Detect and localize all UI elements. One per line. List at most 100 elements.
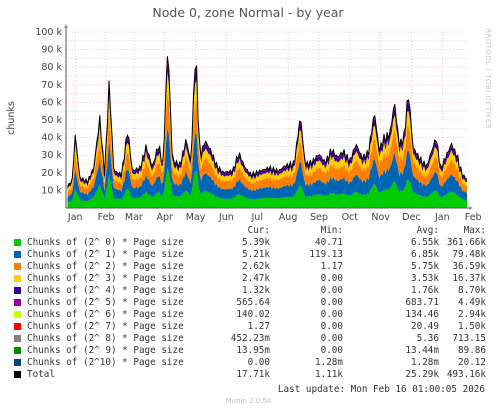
legend-series-name: Chunks of (2^ 8) * Page size [27, 333, 184, 344]
legend-max: 4.49k [458, 297, 486, 308]
legend-header-max: Max: [463, 225, 486, 236]
area-layer [67, 127, 467, 203]
axes [64, 24, 473, 210]
y-axis-label: chunks [6, 101, 17, 135]
legend-cur: 2.47k [242, 273, 270, 284]
legend-min: 0.00 [320, 309, 343, 320]
legend-max: 36.59k [452, 261, 486, 272]
y-tick-label: 20 k [41, 168, 62, 179]
x-tick-label: Dec [402, 212, 420, 223]
legend-row: Chunks of (2^ 1) * Page size 5.21k 119.13 6… [0, 249, 497, 261]
legend-swatch [14, 359, 21, 366]
y-tick-label: 60 k [41, 97, 62, 108]
area-layer [67, 168, 467, 208]
legend-row: Chunks of (2^ 0) * Page size 5.39k 40.71 6.… [0, 237, 497, 249]
legend-row: Chunks of (2^ 6) * Page size 140.02 0.00 13… [0, 309, 497, 321]
legend-swatch [14, 311, 21, 318]
legend-max: 16.37k [452, 273, 486, 284]
legend-min: 0.00 [320, 297, 343, 308]
legend-row: Chunks of (2^ 8) * Page size 452.23m 0.00 5… [0, 333, 497, 345]
y-tick-labels: 10 k 20 k 30 k 40 k 50 k 60 k 70 k 80 k 90 k 100 … [35, 27, 62, 196]
legend-row: Chunks of (2^ 7) * Page size 1.27 0.00 20.4… [0, 321, 497, 333]
legend-avg: 3.53k [411, 273, 439, 284]
legend-series-name: Chunks of (2^ 3) * Page size [27, 273, 184, 284]
legend-avg: 1.28m [411, 357, 439, 368]
legend-min: 119.13 [309, 249, 343, 260]
legend-series-name: Chunks of (2^ 0) * Page size [27, 237, 184, 248]
last-update: Last update: Mon Feb 16 01:00:05 2026 [277, 384, 485, 395]
legend-series-name: Chunks of (2^ 5) * Page size [27, 297, 184, 308]
x-tick-label: Jan [67, 212, 83, 223]
legend-header-min: Min: [320, 225, 343, 236]
x-tick-label: Jul [251, 212, 263, 223]
x-tick-label: Mar [125, 212, 143, 223]
x-tick-label: Feb [465, 212, 482, 223]
munin-version: Munin 2.0.54 [225, 397, 272, 405]
x-tick-label: Sep [310, 212, 328, 223]
y-tick-label: 50 k [41, 115, 62, 126]
legend-row: Chunks of (2^ 2) * Page size 2.62k 1.17 5.7… [0, 261, 497, 273]
legend-max: 8.70k [458, 285, 486, 296]
legend-series-name: Chunks of (2^10) * Page size [27, 357, 184, 368]
y-tick-label: 100 k [35, 27, 62, 38]
y-tick-label: 70 k [41, 80, 62, 91]
legend-avg: 6.85k [411, 249, 439, 260]
y-tick-label: 90 k [41, 45, 62, 56]
legend-swatch [14, 263, 21, 270]
legend-swatch [14, 335, 21, 342]
legend-series-name: Chunks of (2^ 6) * Page size [27, 309, 184, 320]
legend-avg: 6.55k [411, 237, 439, 248]
legend-min: 1.11k [315, 369, 343, 380]
legend-avg: 25.29k [405, 369, 439, 380]
legend-avg: 1.76k [411, 285, 439, 296]
legend-series-name: Chunks of (2^ 1) * Page size [27, 249, 184, 260]
legend-series-name: Chunks of (2^ 9) * Page size [27, 345, 184, 356]
legend-max: 361.66k [446, 237, 486, 248]
x-tick-labels: Jan Feb Mar Apr May Jun Jul Aug Sep Oct Nov Dec Jan F… [67, 212, 482, 223]
rrdtool-credit: RRDTOOL / TOBI OETIKER [484, 28, 492, 129]
legend-max: 713.15 [452, 333, 486, 344]
legend-cur: 5.39k [242, 237, 270, 248]
legend-min: 0.00 [320, 345, 343, 356]
y-tick-label: 80 k [41, 62, 62, 73]
x-tick-label: Apr [156, 212, 173, 223]
legend-min: 0.00 [320, 333, 343, 344]
legend-header-cur: Cur: [247, 225, 270, 236]
y-tick-label: 30 k [41, 150, 62, 161]
legend-min: 1.28m [315, 357, 343, 368]
legend-row: Chunks of (2^ 9) * Page size 13.95m 0.00 13… [0, 345, 497, 357]
legend-swatch [14, 323, 21, 330]
legend-series-name: Total [27, 369, 55, 380]
legend-row: Total 17.71k 1.11k 25.29k 493.16k [0, 369, 497, 381]
y-tick-label: 40 k [41, 133, 62, 144]
x-tick-label: May [186, 212, 206, 223]
chart-canvas: Node 0, zone Normal - by year chunks RRD… [6, 5, 492, 223]
x-tick-label: Oct [342, 212, 359, 223]
legend-series-name: Chunks of (2^ 4) * Page size [27, 285, 184, 296]
legend-max: 20.12 [458, 357, 486, 368]
legend-cur: 452.23m [230, 333, 270, 344]
legend-series-name: Chunks of (2^ 2) * Page size [27, 261, 184, 272]
x-tick-label: Nov [371, 212, 390, 223]
legend-swatch [14, 299, 21, 306]
legend-cur: 5.21k [242, 249, 270, 260]
chart-title: Node 0, zone Normal - by year [152, 5, 344, 20]
legend-min: 0.00 [320, 321, 343, 332]
y-axis-arrow-icon [64, 24, 68, 28]
legend-min: 0.00 [320, 285, 343, 296]
legend-max: 2.94k [458, 309, 486, 320]
legend-cur: 1.27 [247, 321, 270, 332]
legend-swatch [14, 275, 21, 282]
legend-row: Chunks of (2^ 4) * Page size 1.32k 0.00 1.7… [0, 285, 497, 297]
legend-avg: 13.44m [405, 345, 439, 356]
legend-max: 493.16k [446, 369, 486, 380]
legend-swatch [14, 347, 21, 354]
area-layer [67, 93, 467, 197]
legend-cur: 0.00 [247, 357, 270, 368]
legend-avg: 20.49 [411, 321, 439, 332]
total-line [67, 56, 467, 188]
x-tick-label: Jun [218, 212, 234, 223]
x-tick-label: Feb [98, 212, 115, 223]
legend-avg: 5.36 [416, 333, 439, 344]
legend-cur: 2.62k [242, 261, 270, 272]
